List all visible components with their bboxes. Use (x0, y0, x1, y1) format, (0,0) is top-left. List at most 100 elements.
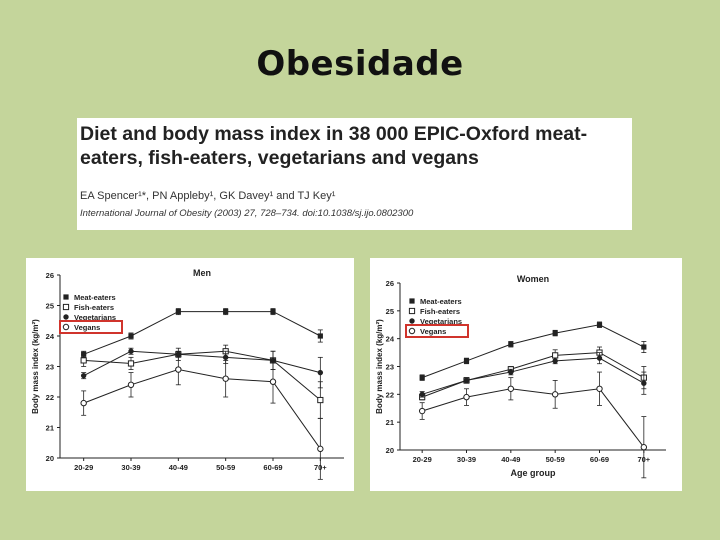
y-tick-label: 21 (46, 424, 54, 433)
legend-marker (63, 314, 69, 320)
chart-title: Men (193, 268, 211, 278)
legend-label: Fish-eaters (74, 303, 114, 312)
legend-label: Fish-eaters (420, 307, 460, 316)
data-point (507, 385, 515, 392)
data-point (419, 375, 425, 381)
data-point (80, 372, 87, 379)
y-tick-label: 21 (386, 418, 394, 427)
data-point (552, 352, 559, 359)
y-tick-label: 25 (46, 302, 54, 311)
x-tick-label: 40-49 (169, 463, 188, 472)
x-axis-label: Age group (511, 468, 556, 478)
men-bmi-chart: Men 20 21 22 23 24 25 26 20-29 30-39 40-49 50-59 60-… (31, 268, 344, 480)
data-point (596, 322, 603, 328)
y-tick-label: 20 (46, 454, 54, 463)
legend-marker (408, 307, 416, 315)
legend-marker (409, 318, 415, 324)
series-meat-eaters (419, 321, 647, 381)
legend-highlight-box (405, 324, 469, 338)
x-tick-label: 30-39 (121, 463, 140, 472)
data-point (596, 385, 603, 392)
data-point (641, 380, 647, 386)
legend-marker (63, 294, 69, 300)
slide-title: Obesidade (256, 44, 464, 84)
data-point (552, 330, 558, 336)
data-point (222, 375, 229, 382)
women-chart-panel: Women 20 21 22 23 24 25 26 20-29 30-39 40-49 50-59 6… (370, 258, 682, 491)
x-tick-label: 30-39 (457, 455, 476, 464)
y-axis-label: Body mass index (kg/m²) (375, 319, 384, 414)
data-point (127, 381, 135, 389)
data-point (508, 341, 514, 347)
data-point (175, 309, 181, 315)
y-tick-label: 24 (46, 332, 55, 341)
series-vegetarians (419, 352, 647, 398)
legend-marker (408, 327, 416, 335)
series-line-meat-eaters (421, 324, 645, 379)
y-tick-label: 26 (46, 271, 54, 280)
data-point (317, 333, 323, 339)
chart-title: Women (517, 274, 549, 284)
y-tick-label: 24 (386, 335, 395, 344)
data-point (270, 309, 276, 315)
legend-label: Meat-eaters (74, 293, 116, 302)
data-point (463, 358, 470, 364)
legend-highlight-box (59, 320, 123, 334)
series-line-vegans (83, 369, 321, 450)
y-tick-label: 22 (386, 390, 394, 399)
legend-label: Vegetarians (74, 313, 116, 322)
data-point (463, 377, 470, 384)
x-tick-label: 40-49 (501, 455, 520, 464)
women-bmi-chart: Women 20 21 22 23 24 25 26 20-29 30-39 40-49 50-59 6… (375, 274, 666, 479)
data-point (508, 369, 514, 375)
y-tick-label: 23 (386, 363, 394, 372)
x-tick-label: 50-59 (216, 463, 235, 472)
legend-marker (62, 303, 70, 311)
data-point (128, 348, 134, 354)
paper-heading: Diet and body mass index in 38 000 EPIC-… (80, 123, 588, 169)
legend-marker (409, 298, 415, 304)
series-line-meat-eaters (83, 311, 321, 355)
series-vegans (418, 371, 648, 479)
y-tick-label: 20 (386, 446, 394, 455)
legend-label: Vegans (420, 327, 446, 336)
legend-marker (62, 323, 70, 331)
data-point (127, 360, 135, 367)
legend-label: Meat-eaters (420, 297, 462, 306)
series-vegetarians (80, 347, 324, 389)
data-point (419, 391, 425, 398)
data-point (640, 444, 648, 451)
series-line-vegetarians (83, 350, 321, 377)
data-point (551, 391, 559, 398)
y-tick-label: 22 (46, 393, 54, 402)
series-vegans (80, 353, 324, 480)
paper-authors: EA Spencer¹*, PN Appleby¹, GK Davey¹ and… (80, 190, 336, 202)
data-point (80, 357, 87, 364)
paper-reference: International Journal of Obesity (2003) … (80, 208, 414, 219)
paper-citation-card: Diet and body mass index in 38 000 EPIC-… (77, 118, 632, 230)
data-point (269, 378, 277, 385)
data-point (80, 399, 87, 407)
data-point (222, 354, 229, 361)
x-tick-label: 50-59 (546, 455, 565, 464)
legend-label: Vegetarians (420, 317, 462, 326)
y-tick-label: 25 (386, 307, 394, 316)
series-line-fish-eaters (83, 350, 321, 401)
y-tick-label: 23 (46, 363, 54, 372)
data-point (418, 407, 426, 415)
y-tick-label: 26 (386, 279, 394, 288)
data-point (317, 369, 324, 376)
x-tick-label: 20-29 (413, 455, 432, 464)
series-line-fish-eaters (421, 352, 645, 398)
data-point (223, 309, 229, 315)
data-point (175, 366, 182, 373)
x-tick-label: 20-29 (74, 463, 93, 472)
legend-label: Vegans (74, 323, 100, 332)
data-point (128, 333, 134, 339)
data-point (596, 355, 603, 361)
y-axis-label: Body mass index (kg/m²) (31, 319, 40, 414)
data-point (641, 344, 647, 350)
data-point (317, 396, 324, 404)
x-tick-label: 60-69 (263, 463, 282, 472)
data-point (552, 358, 558, 364)
